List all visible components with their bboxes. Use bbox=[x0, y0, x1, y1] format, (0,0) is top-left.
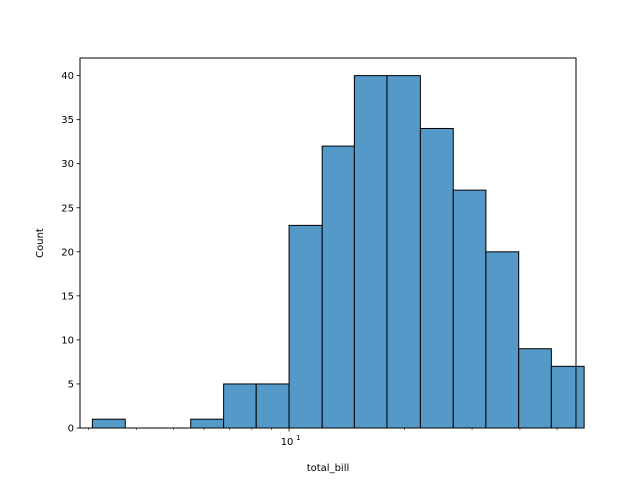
histogram-bar-14 bbox=[550, 365, 585, 429]
histogram-bar-10 bbox=[419, 127, 454, 429]
bars-group bbox=[91, 75, 585, 429]
y-tick-label: 10 bbox=[61, 335, 74, 346]
y-axis-ticks: 0 5 10 15 20 25 30 35 40 bbox=[61, 71, 80, 435]
y-tick-label: 15 bbox=[61, 291, 74, 302]
histogram-bar-12 bbox=[485, 251, 520, 429]
histogram-bar-13 bbox=[518, 348, 552, 429]
histogram-bar-9 bbox=[386, 75, 421, 429]
histogram-bar-0 bbox=[91, 418, 126, 429]
x-axis-ticks: 10 1 bbox=[88, 428, 558, 448]
histogram-bar-4 bbox=[223, 383, 257, 429]
y-tick-label: 25 bbox=[61, 203, 74, 214]
x-tick-label-exponent: 1 bbox=[296, 434, 300, 442]
histogram-bar-5 bbox=[255, 383, 290, 429]
y-tick-label: 35 bbox=[61, 115, 74, 126]
plot-frame bbox=[79, 57, 577, 429]
histogram-bar-3 bbox=[190, 418, 225, 429]
y-tick-label: 20 bbox=[61, 247, 74, 258]
histogram-bar-8 bbox=[353, 75, 388, 429]
y-tick-label: 5 bbox=[68, 379, 74, 390]
histogram-bar-7 bbox=[321, 145, 355, 429]
histogram-bar-11 bbox=[452, 189, 487, 429]
y-tick-label: 40 bbox=[61, 71, 74, 82]
y-tick-label: 30 bbox=[61, 159, 74, 170]
histogram-bar-6 bbox=[288, 224, 323, 429]
y-tick-label: 0 bbox=[68, 424, 74, 435]
x-axis-label: total_bill bbox=[307, 463, 350, 474]
y-axis-label: Count bbox=[35, 228, 46, 258]
x-tick-label: 10 bbox=[281, 437, 294, 448]
